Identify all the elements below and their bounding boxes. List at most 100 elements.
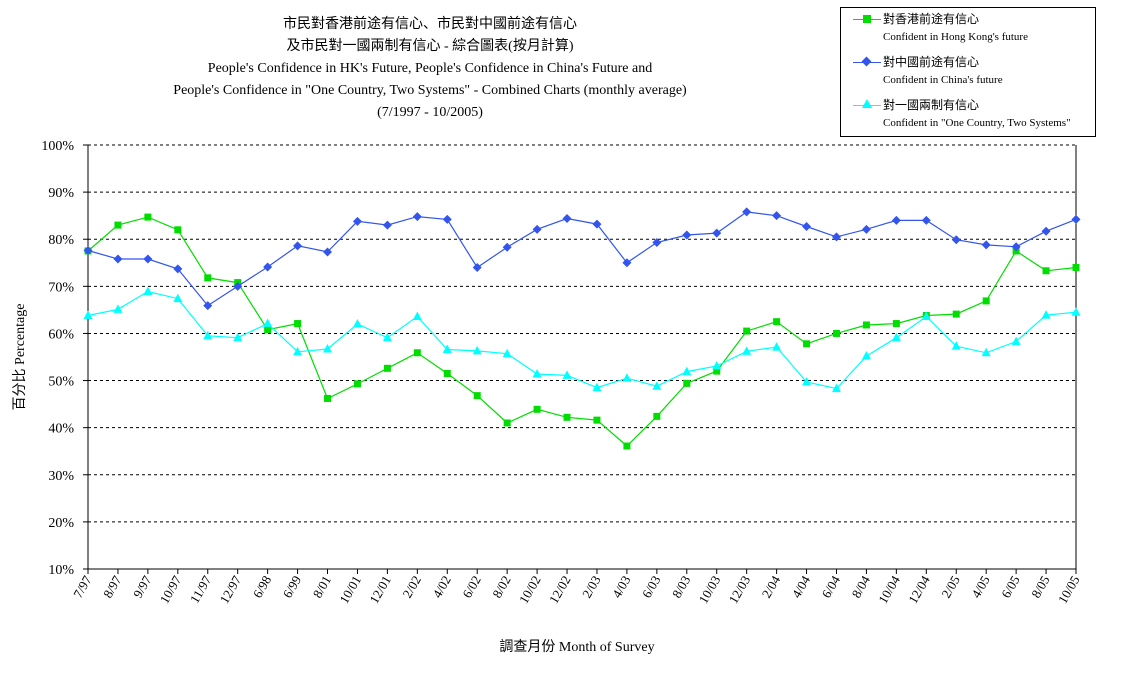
x-tick-label: 2/04 bbox=[759, 573, 784, 601]
data-point-china bbox=[323, 247, 333, 257]
y-tick-label: 40% bbox=[48, 422, 74, 437]
data-point-octs bbox=[113, 304, 123, 313]
x-tick-label: 12/03 bbox=[725, 573, 753, 606]
data-point-hk bbox=[294, 320, 302, 328]
data-point-china bbox=[742, 207, 752, 217]
x-tick-label: 12/97 bbox=[216, 573, 244, 607]
data-point-hk bbox=[533, 405, 541, 413]
data-point-hk bbox=[623, 442, 631, 450]
data-point-hk bbox=[593, 416, 601, 424]
data-point-china bbox=[293, 241, 303, 251]
x-tick-label: 2/02 bbox=[399, 573, 424, 601]
x-tick-label: 2/05 bbox=[938, 573, 963, 601]
x-tick-label: 10/97 bbox=[157, 573, 185, 607]
data-point-hk bbox=[653, 412, 661, 420]
data-point-hk bbox=[503, 419, 511, 427]
data-point-china bbox=[502, 242, 512, 252]
x-tick-label: 6/05 bbox=[998, 573, 1023, 601]
data-point-octs bbox=[323, 343, 333, 353]
data-point-china bbox=[891, 215, 901, 225]
data-point-china bbox=[233, 281, 243, 291]
data-point-china bbox=[263, 262, 273, 272]
x-tick-label: 6/98 bbox=[250, 573, 275, 601]
data-point-octs bbox=[981, 347, 991, 357]
data-point-china bbox=[831, 232, 841, 242]
data-point-hk bbox=[743, 327, 751, 335]
x-tick-label: 8/03 bbox=[669, 573, 694, 601]
series-line-octs bbox=[87, 290, 1077, 390]
legend-label-china-zh: 對中國前途有信心 bbox=[883, 55, 980, 69]
data-point-china bbox=[682, 230, 692, 240]
data-point-octs bbox=[352, 319, 362, 328]
data-point-china bbox=[622, 258, 632, 268]
data-point-hk bbox=[473, 392, 481, 400]
chart-title: 市民對香港前途有信心、市民對中國前途有信心 及市民對一國兩制有信心 - 綜合圖表… bbox=[130, 14, 730, 124]
data-point-hk bbox=[713, 367, 721, 375]
x-tick-label: 10/03 bbox=[696, 573, 724, 606]
data-point-octs bbox=[83, 310, 93, 320]
data-point-octs bbox=[592, 382, 602, 392]
data-point-china bbox=[143, 254, 153, 264]
x-tick-label: 12/01 bbox=[366, 573, 394, 606]
data-point-hk bbox=[413, 349, 421, 357]
data-point-china bbox=[951, 235, 961, 245]
x-tick-label: 6/04 bbox=[819, 573, 844, 601]
data-point-octs bbox=[831, 383, 841, 393]
data-point-octs bbox=[293, 346, 303, 356]
data-point-octs bbox=[412, 311, 422, 320]
data-point-hk bbox=[563, 413, 571, 421]
data-point-china bbox=[352, 216, 362, 226]
data-point-octs bbox=[442, 344, 452, 353]
data-point-octs bbox=[1041, 310, 1051, 319]
data-point-octs bbox=[682, 366, 692, 376]
data-point-china bbox=[592, 219, 602, 229]
y-tick-label: 30% bbox=[48, 469, 74, 484]
data-point-octs bbox=[622, 373, 632, 382]
legend-label-china-en: Confident in China's future bbox=[883, 74, 1003, 86]
x-tick-label: 6/99 bbox=[280, 573, 305, 601]
data-point-hk bbox=[862, 321, 870, 329]
series-line-china bbox=[87, 211, 1077, 307]
legend-label-octs-zh: 對一國兩制有信心 bbox=[883, 98, 980, 112]
data-point-china bbox=[472, 262, 482, 272]
data-point-china bbox=[113, 254, 123, 264]
data-point-china bbox=[562, 213, 572, 223]
y-tick-label: 50% bbox=[48, 375, 74, 390]
data-point-octs bbox=[772, 342, 782, 351]
triangle-marker-icon bbox=[862, 99, 872, 108]
data-point-octs bbox=[1071, 307, 1081, 316]
data-point-hk bbox=[683, 379, 691, 387]
data-point-hk bbox=[443, 369, 451, 377]
y-tick-label: 70% bbox=[48, 280, 74, 295]
legend-item-octs: 對一國兩制有信心 Confident in "One Country, Two … bbox=[841, 96, 1097, 136]
x-tick-label: 8/97 bbox=[100, 573, 125, 601]
x-tick-label: 10/01 bbox=[336, 573, 364, 606]
legend-label-octs-en: Confident in "One Country, Two Systems" bbox=[883, 117, 1071, 129]
y-tick-label: 90% bbox=[48, 186, 74, 201]
data-point-hk bbox=[114, 221, 122, 229]
y-axis-title: 百分比 Percentage bbox=[12, 304, 28, 411]
data-point-octs bbox=[233, 332, 243, 342]
x-tick-label: 10/05 bbox=[1055, 573, 1083, 606]
y-tick-label: 10% bbox=[48, 563, 74, 578]
data-point-china bbox=[712, 228, 722, 238]
data-point-hk bbox=[1042, 267, 1050, 275]
data-point-octs bbox=[173, 293, 183, 303]
data-point-china bbox=[921, 215, 931, 225]
data-point-china bbox=[83, 246, 93, 256]
title-line-zh-1: 市民對香港前途有信心、市民對中國前途有信心 bbox=[283, 17, 577, 32]
data-point-octs bbox=[891, 332, 901, 342]
x-tick-label: 4/04 bbox=[789, 573, 814, 601]
data-point-hk bbox=[324, 394, 332, 402]
x-tick-label: 6/02 bbox=[459, 573, 484, 601]
data-point-china bbox=[652, 238, 662, 248]
data-point-hk bbox=[803, 340, 811, 348]
data-point-octs bbox=[502, 348, 512, 358]
data-point-octs bbox=[263, 318, 273, 328]
data-point-china bbox=[412, 212, 422, 222]
title-line-zh-2: 及市民對一國兩制有信心 - 綜合圖表(按月計算) bbox=[286, 39, 574, 54]
x-tick-label: 8/02 bbox=[489, 573, 514, 601]
data-point-octs bbox=[652, 381, 662, 390]
title-line-en-1: People's Confidence in HK's Future, Peop… bbox=[207, 61, 653, 76]
square-marker-icon bbox=[863, 15, 871, 23]
